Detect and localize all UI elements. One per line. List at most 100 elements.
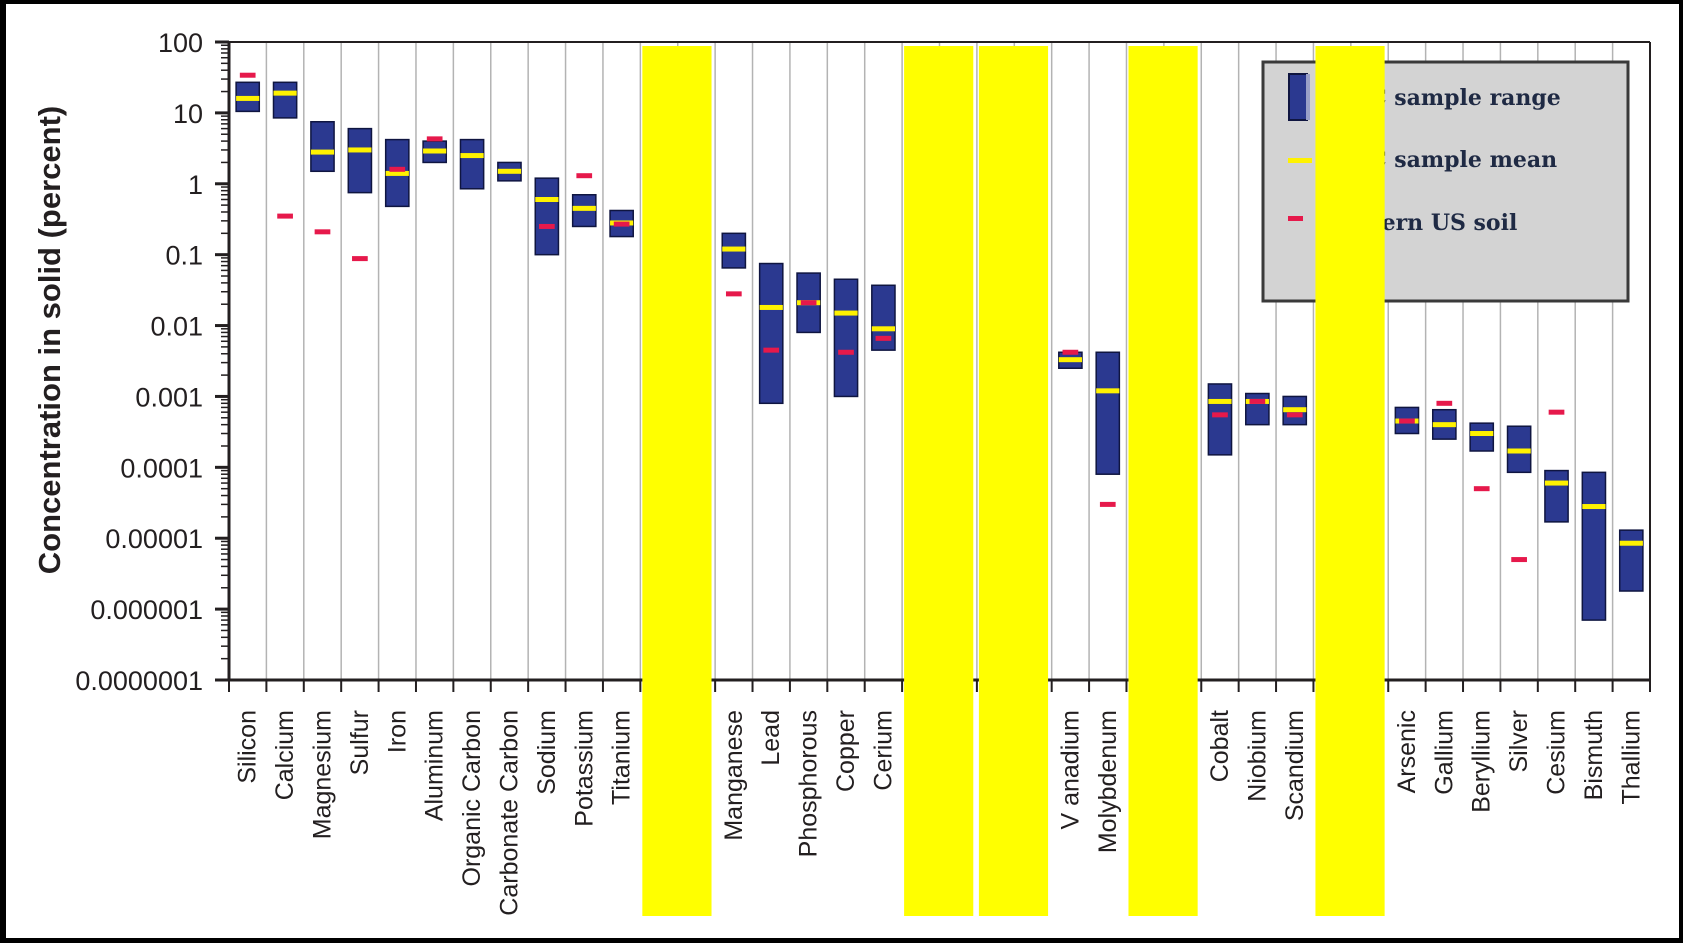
x-category-label: Phosphorous [795,710,823,857]
mean-marker [722,246,746,252]
soil-marker [800,300,817,306]
mean-marker [535,197,559,203]
soil-marker [1099,501,1116,507]
mean-marker [1582,504,1606,510]
x-category-label: Thallium [1617,710,1645,804]
mean-marker [273,90,297,96]
mean-marker [348,147,372,153]
y-tick-label: 0.1 [165,241,203,271]
y-tick-label: 0.0001 [120,453,203,483]
grid-layer [265,42,1614,680]
x-category-label: Beryllium [1468,710,1496,813]
soil-marker [1511,557,1527,563]
soil-marker [613,221,630,227]
x-category-label: Magnesium [308,710,336,839]
range-bar [1095,351,1121,475]
legend-range-swatch [1288,73,1308,121]
redaction-block [978,46,1049,916]
x-category-label: Calcium [271,710,299,800]
soil-marker [352,256,368,262]
soil-marker [1212,412,1228,418]
mean-marker [1096,388,1120,394]
redaction-block [1315,46,1385,916]
mean-marker [460,153,484,159]
soil-marker [389,166,406,172]
mean-marker [423,148,447,154]
x-category-label: Cobalt [1206,710,1234,782]
legend-soil-swatch [1288,216,1303,221]
range-bar [1581,471,1607,621]
x-category-label: Sulfur [346,710,374,775]
x-category-label: Bismuth [1580,710,1608,800]
mean-marker [572,205,596,211]
x-category-label: Copper [832,710,860,792]
range-bar [347,127,373,194]
range-bar [1207,383,1233,456]
y-axis: 100 10 1 0.1 0.01 0.001 0.0001 0.00001 0.000001 0… [75,28,229,696]
x-category-label: Silver [1505,710,1533,773]
x-category-label: V anadium [1056,710,1084,830]
range-bar [1618,529,1644,592]
soil-marker [1473,486,1490,492]
x-category-label: Molybdenum [1094,710,1122,853]
range-bar [1245,392,1270,426]
soil-marker [314,229,331,235]
y-tick-label: 0.000001 [90,595,203,625]
soil-marker [539,223,555,229]
y-tick-label: 10 [173,99,203,129]
x-category-label: Cesium [1543,710,1571,795]
redaction-layer [642,46,1385,916]
x-category-label: Silicon [234,710,262,784]
mean-marker [1283,407,1307,413]
range-bar [758,262,784,405]
x-category-label: Niobium [1243,710,1271,802]
soil-marker [239,72,256,78]
soil-marker [426,136,443,142]
soil-marker [277,213,293,219]
soil-marker [1436,400,1453,406]
x-category-label: Iron [383,710,411,753]
x-category-label: Arsenic [1393,710,1421,793]
x-category-label: Gallium [1430,710,1458,795]
mean-marker [385,170,409,176]
range-bar [871,284,896,351]
soil-marker [1249,398,1266,404]
soil-marker [725,291,742,297]
y-tick-label: 0.001 [135,382,203,412]
range-bar [310,120,335,173]
y-axis-label: Concentration in solid (percent) [32,106,67,574]
soil-marker [1062,349,1079,355]
range-bar [1469,422,1495,452]
x-category-label: Scandium [1281,710,1309,821]
mean-marker [1544,480,1569,486]
mean-marker [236,95,260,101]
range-bar [1544,469,1569,523]
x-category-label: Sodium [533,710,561,795]
soil-marker [763,347,780,353]
mean-marker [1058,357,1082,363]
x-category-label: Potassium [570,710,598,827]
y-tick-label: 1 [188,170,203,200]
x-category-label: Aluminum [421,710,449,821]
soil-marker [1286,412,1303,418]
mean-marker [497,168,522,174]
x-category-label: Cerium [869,710,897,791]
range-bar [534,177,560,256]
x-category-label: Manganese [720,710,748,841]
x-category-label: Titanium [608,710,636,805]
mean-marker [1470,431,1494,437]
soil-marker [576,173,593,179]
mean-marker [1432,422,1456,428]
redaction-block [1128,46,1198,916]
range-bar [833,278,859,398]
x-category-label: Lead [757,710,785,766]
mean-marker [1208,398,1232,404]
legend-mean-swatch [1288,158,1312,163]
mean-marker [310,149,335,155]
redaction-block [904,46,974,916]
range-bar [459,138,485,190]
mean-marker [1619,540,1643,546]
range-bar [272,81,298,119]
